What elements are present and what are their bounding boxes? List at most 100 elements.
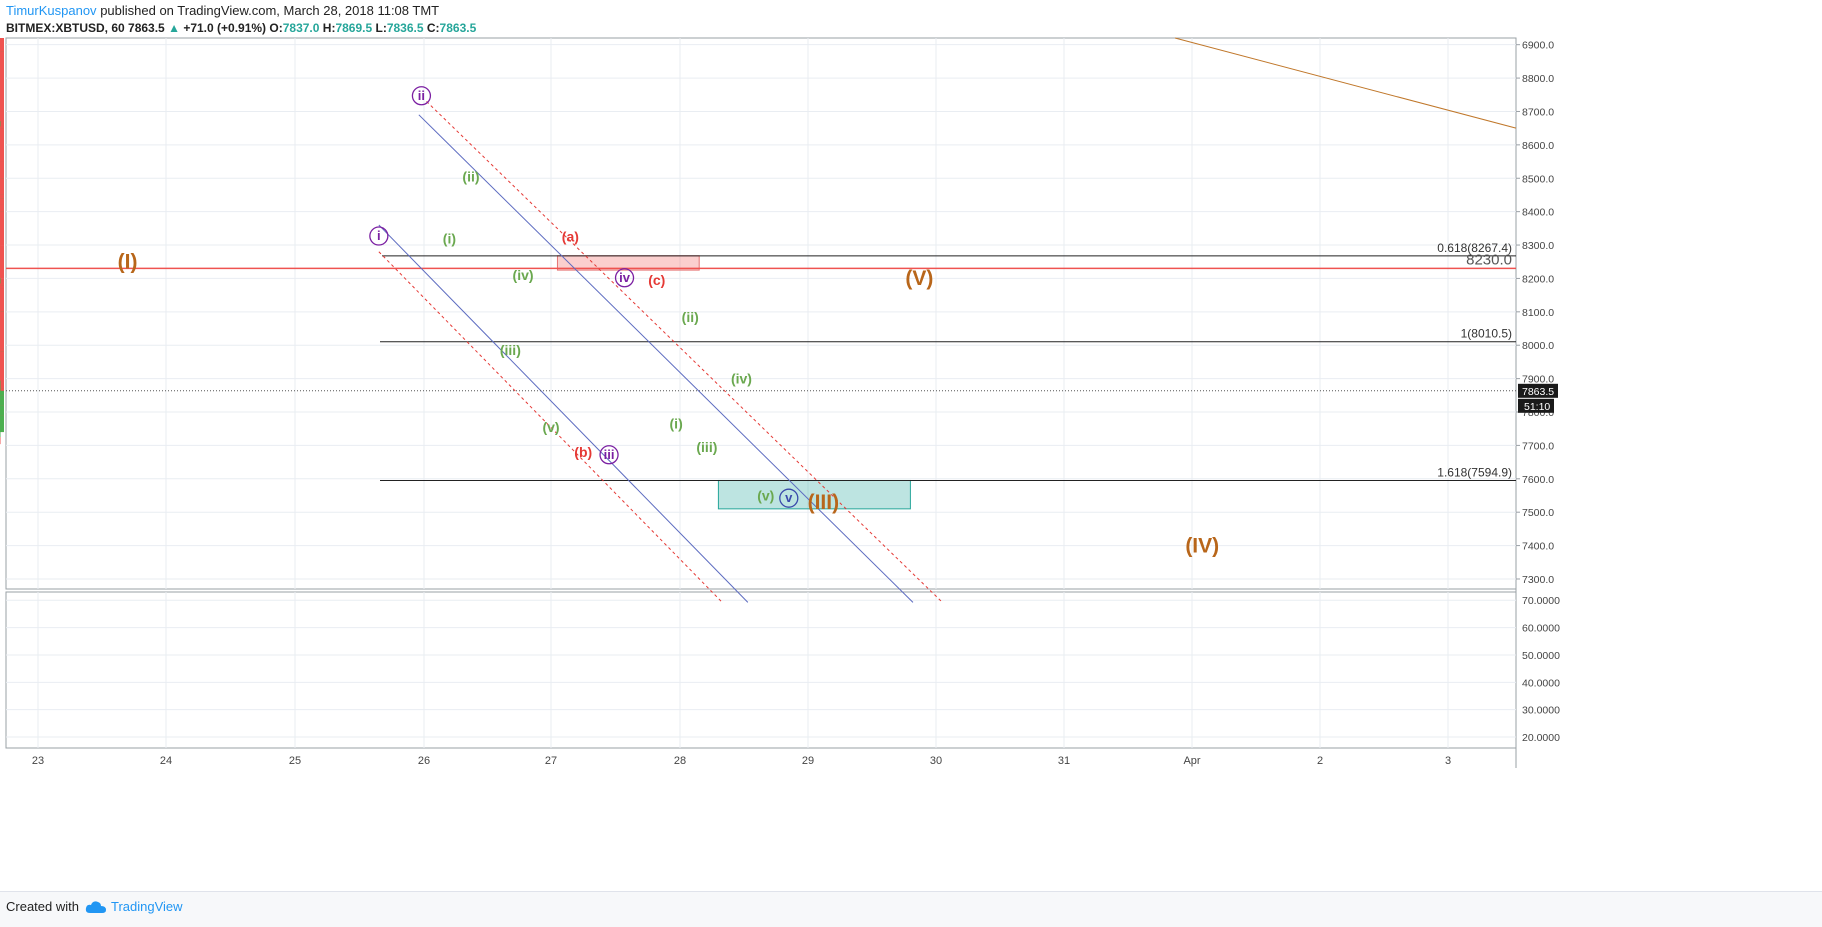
target-zone xyxy=(717,479,911,510)
wave-label: (iii) xyxy=(500,342,521,358)
level-label: 1(8010.5) xyxy=(1461,327,1512,341)
y-tick-label: 7500.0 xyxy=(1522,507,1554,519)
wave-label: (i) xyxy=(443,230,456,246)
wave-label: (iv) xyxy=(513,267,534,283)
wave-label: (a) xyxy=(562,229,579,245)
y-tick-label: 8000.0 xyxy=(1522,340,1554,352)
x-tick-label: 3 xyxy=(1445,755,1451,767)
candle-body xyxy=(0,161,4,179)
y-tick-label: 6900.0 xyxy=(1522,40,1554,52)
x-tick-label: 28 xyxy=(674,755,686,767)
x-tick-label: Apr xyxy=(1183,755,1200,767)
wave-label: (b) xyxy=(574,444,592,460)
rsi-tick-label: 50.0000 xyxy=(1522,650,1560,662)
wave-circle-icon xyxy=(599,445,619,465)
last-price-label: 7863.5 xyxy=(1522,386,1554,398)
low-label: L: xyxy=(375,21,387,35)
x-tick-label: 25 xyxy=(289,755,301,767)
candle-body xyxy=(0,211,4,246)
candle-body xyxy=(0,285,4,292)
wave-label: (I) xyxy=(118,250,138,273)
ohlc-legend: BITMEX:XBTUSD, 60 7863.5 ▲ +71.0 (+0.91%… xyxy=(6,21,476,35)
candle-body xyxy=(0,351,4,389)
candle-body xyxy=(0,311,4,352)
y-tick-label: 8700.0 xyxy=(1522,106,1554,118)
close-value: 7863.5 xyxy=(439,21,477,35)
author-link[interactable]: TimurKuspanov xyxy=(6,3,97,18)
candle-body xyxy=(0,111,4,129)
low-value: 7836.5 xyxy=(386,21,424,35)
tradingview-link[interactable]: TradingView xyxy=(85,899,183,914)
last-price-badge xyxy=(1518,383,1558,398)
last-price: 7863.5 xyxy=(128,21,165,35)
y-tick-label: 7400.0 xyxy=(1522,541,1554,553)
y-tick-label: 7300.0 xyxy=(1522,574,1554,586)
y-tick-label: 8200.0 xyxy=(1522,273,1554,285)
price-change: +71.0 (+0.91%) xyxy=(183,21,267,35)
countdown-badge xyxy=(1518,398,1554,413)
candle-body xyxy=(0,38,4,52)
rsi-pane xyxy=(5,591,1517,749)
y-tick-label: 8300.0 xyxy=(1522,240,1554,252)
wave-label: (iii) xyxy=(696,439,717,455)
channel-upper-line xyxy=(418,114,914,603)
close-label: C: xyxy=(426,21,440,35)
y-tick-label: 8100.0 xyxy=(1522,307,1554,319)
symbol-label: BITMEX:XBTUSD, 60 xyxy=(6,21,125,35)
wave-label: (ii) xyxy=(462,169,479,185)
wave-label: v xyxy=(785,490,793,505)
cloud-icon xyxy=(85,900,106,913)
price-pane xyxy=(5,37,1517,590)
trendline xyxy=(1174,37,1517,129)
rsi-tick-label: 40.0000 xyxy=(1522,677,1560,689)
candle-body xyxy=(0,131,4,162)
wave-circle-icon xyxy=(614,268,635,288)
x-tick-label: 27 xyxy=(545,755,557,767)
wave-label: (III) xyxy=(808,491,840,514)
wave-label: (IV) xyxy=(1185,534,1219,557)
open-label: O: xyxy=(269,21,283,35)
candle-body xyxy=(0,395,4,402)
y-tick-label: 7600.0 xyxy=(1522,474,1554,486)
level-label: 0.618(8267.4) xyxy=(1437,241,1512,255)
candle-body xyxy=(0,405,4,416)
x-tick-label: 26 xyxy=(418,755,430,767)
wave-circle-icon xyxy=(411,86,432,106)
candle-body xyxy=(0,390,4,396)
candle-body xyxy=(0,51,4,112)
x-tick-label: 23 xyxy=(32,755,44,767)
candle-body xyxy=(0,178,4,205)
channel-lower-dashed xyxy=(378,251,723,603)
footer: Created with TradingView xyxy=(6,899,183,914)
rsi-tick-label: 20.0000 xyxy=(1522,732,1560,744)
y-tick-label: 8500.0 xyxy=(1522,173,1554,185)
wave-label: (i) xyxy=(670,416,683,432)
publish-info: TimurKuspanov published on TradingView.c… xyxy=(6,3,439,18)
wave-label: (v) xyxy=(542,419,559,435)
candle-body xyxy=(0,204,4,212)
x-tick-label: 2 xyxy=(1317,755,1323,767)
wave-label: (iv) xyxy=(731,371,752,387)
countdown-label: 51:10 xyxy=(1524,401,1550,413)
y-tick-label: 8800.0 xyxy=(1522,73,1554,85)
wave-label: (V) xyxy=(905,267,933,290)
rsi-tick-label: 70.0000 xyxy=(1522,595,1560,607)
wave-label: (c) xyxy=(648,272,665,288)
high-value: 7869.5 xyxy=(335,21,373,35)
candle-body xyxy=(0,348,4,352)
wave-label: i xyxy=(377,228,381,243)
y-tick-label: 8600.0 xyxy=(1522,140,1554,152)
high-label: H: xyxy=(322,21,336,35)
x-tick-label: 29 xyxy=(802,755,814,767)
level-label: 8230.0 xyxy=(1466,251,1512,268)
footer-bar xyxy=(0,891,1822,927)
y-tick-label: 8400.0 xyxy=(1522,207,1554,219)
created-with-text: Created with xyxy=(6,899,79,914)
candle-body xyxy=(0,198,4,205)
wave-label: ii xyxy=(418,88,425,103)
candle-body xyxy=(0,412,4,433)
level-label: 1.618(7594.9) xyxy=(1437,466,1512,480)
x-tick-label: 30 xyxy=(930,755,942,767)
wave-circle-icon xyxy=(369,226,389,246)
